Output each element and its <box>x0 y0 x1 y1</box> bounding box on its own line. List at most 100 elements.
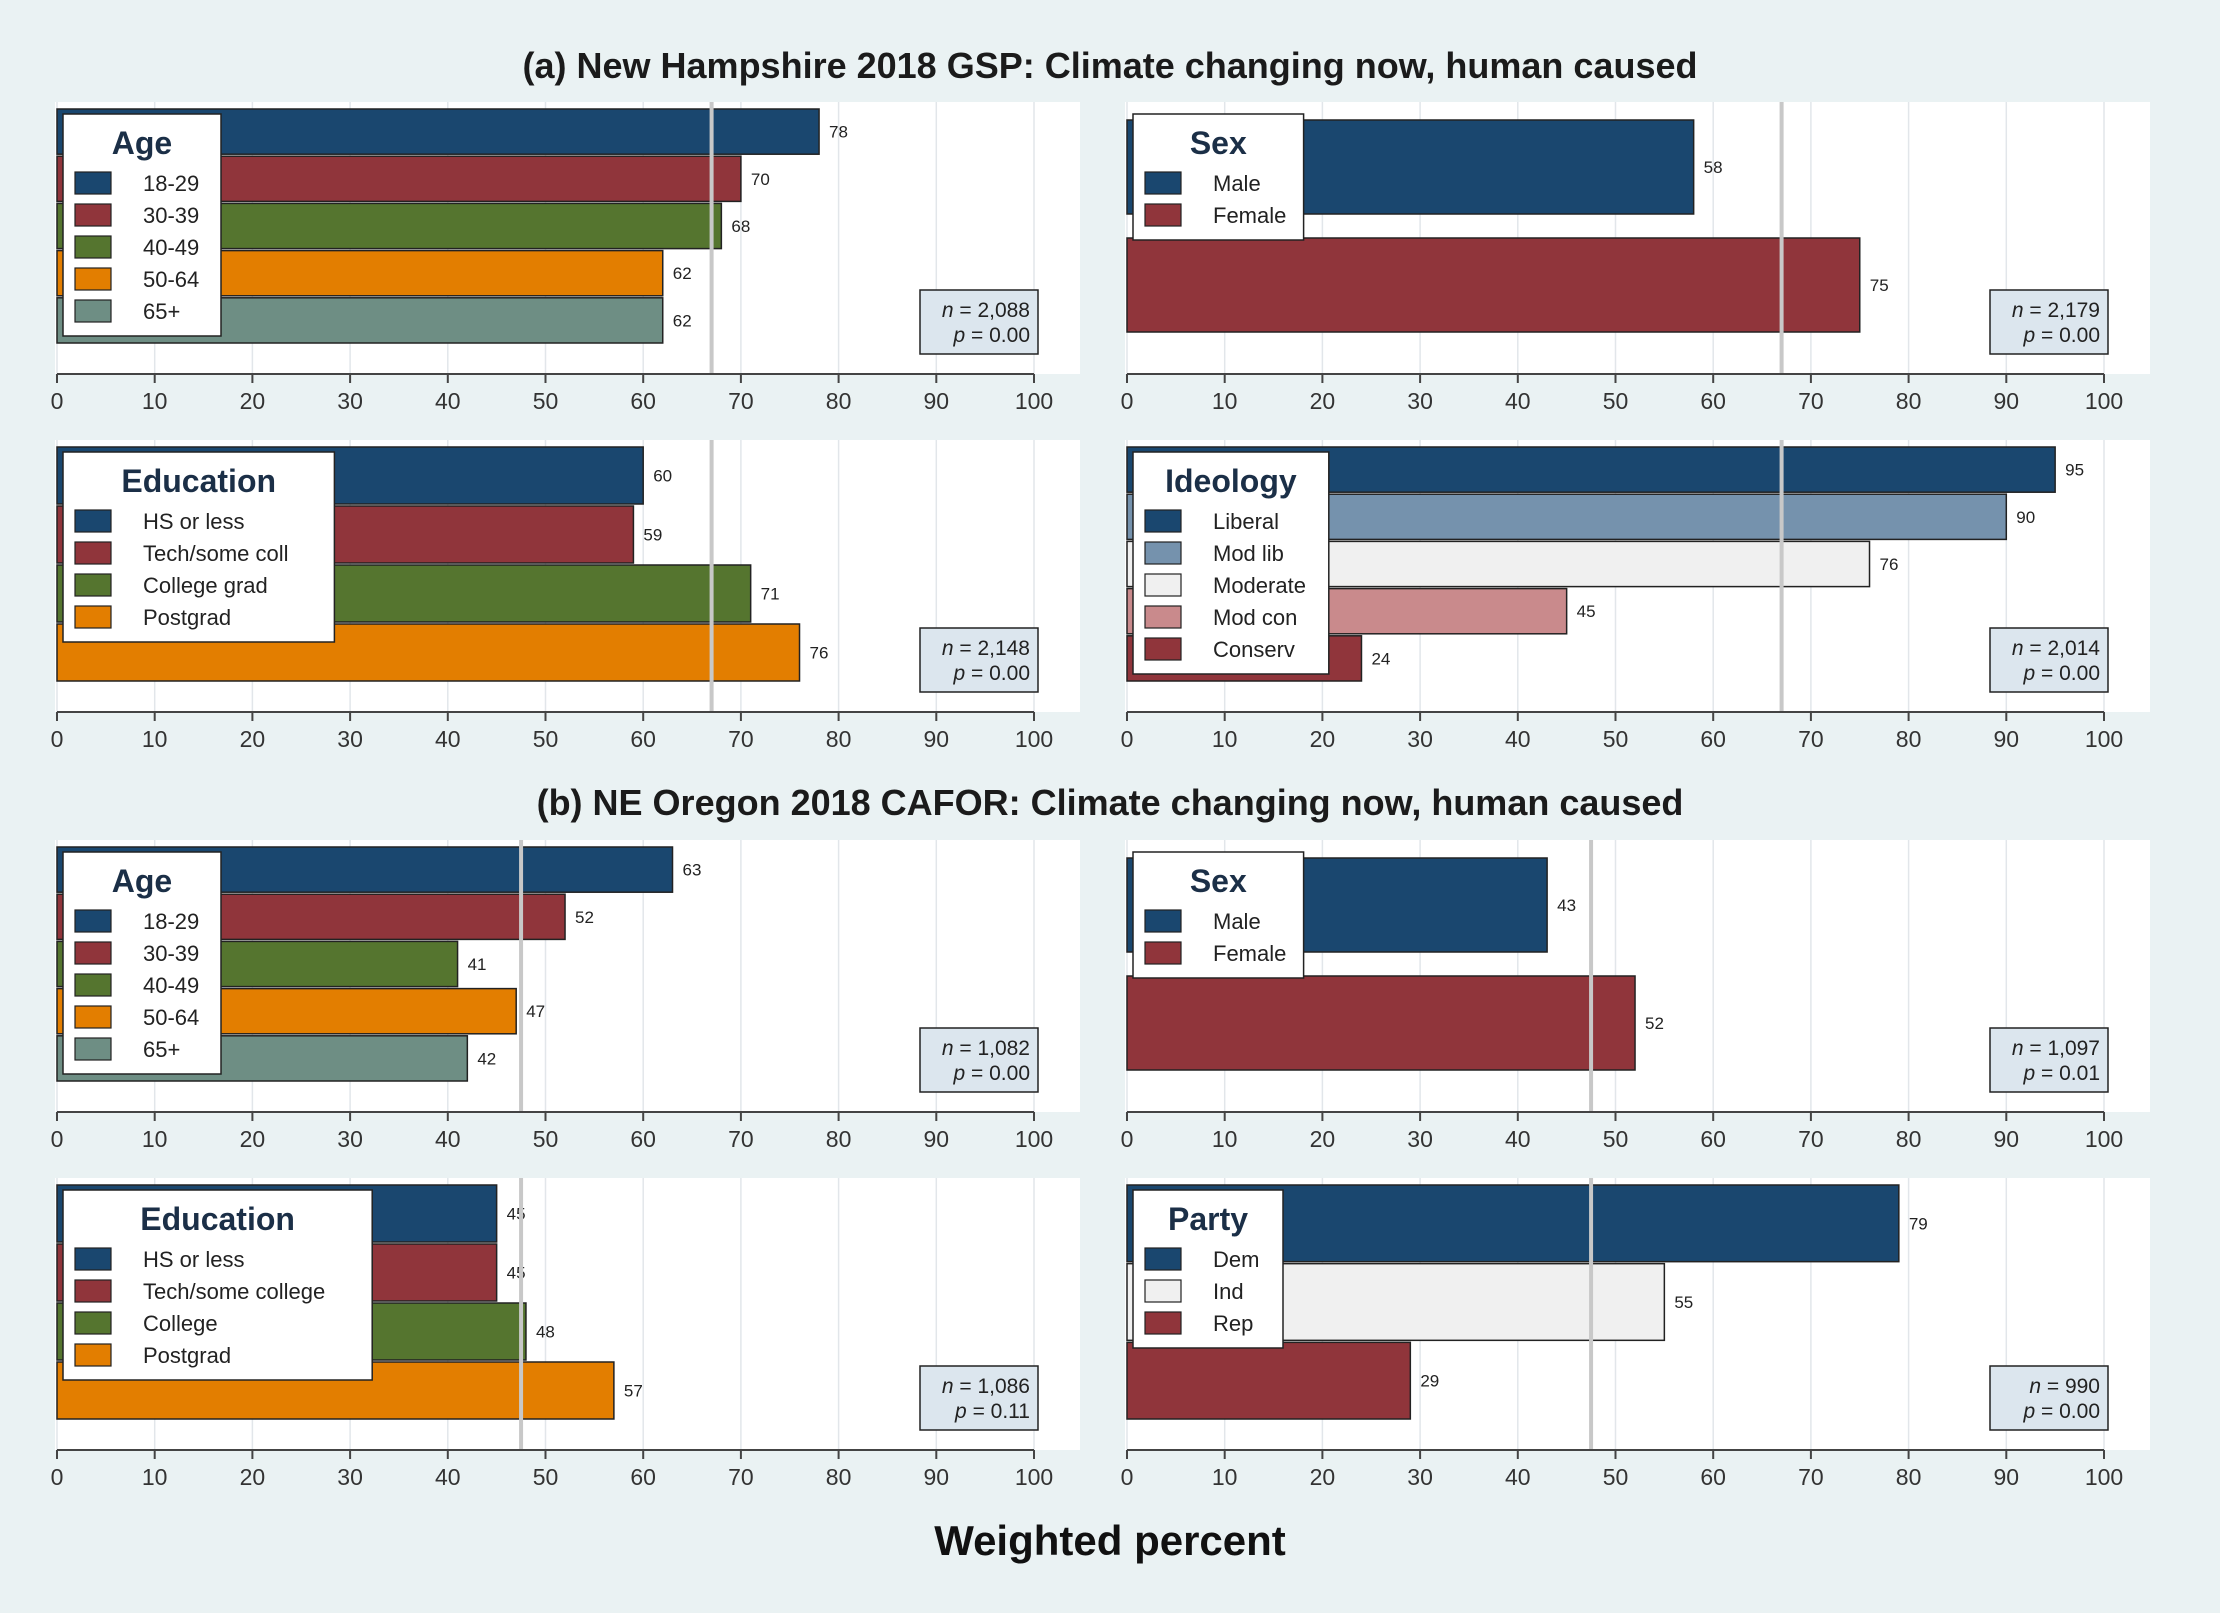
x-tick-label: 70 <box>728 388 754 414</box>
legend-entry: 30-39 <box>143 941 199 966</box>
stat-p: p = 0.11 <box>954 1400 1030 1423</box>
x-tick-label: 40 <box>1505 1464 1531 1490</box>
stat-p-value: 0.00 <box>989 324 1030 347</box>
legend-title: Education <box>121 463 276 499</box>
legend-swatch <box>74 1311 112 1335</box>
stats-box-frame <box>919 627 1039 693</box>
x-tick-label: 30 <box>337 726 363 752</box>
bar-value-label: 75 <box>1870 276 1889 295</box>
x-tick-label: 30 <box>337 388 363 414</box>
stat-n-value: 1,086 <box>977 1375 1030 1398</box>
stats-box-frame <box>1989 289 2109 355</box>
stat-equals: = <box>954 299 978 322</box>
legend-entry: 50-64 <box>143 267 199 292</box>
stat-equals: = <box>965 1062 989 1085</box>
legend-title: Age <box>112 125 172 161</box>
stat-n-value: 2,088 <box>977 299 1030 322</box>
legend-entry: 40-49 <box>143 235 199 260</box>
x-tick-label: 50 <box>1603 388 1629 414</box>
x-tick-label: 20 <box>240 388 266 414</box>
legend-entry: 30-39 <box>143 203 199 228</box>
legend-entry: Dem <box>1213 1247 1259 1272</box>
x-tick-label: 100 <box>1015 1464 1053 1490</box>
stat-equals: = <box>965 324 989 347</box>
legend-swatch <box>1144 1247 1182 1271</box>
x-tick-label: 90 <box>924 388 950 414</box>
legend-swatch <box>74 573 112 597</box>
x-tick-label: 80 <box>1896 388 1922 414</box>
bar <box>1126 237 1861 333</box>
stat-equals: = <box>2035 324 2059 347</box>
x-tick-label: 0 <box>1121 388 1134 414</box>
stat-equals: = <box>2024 637 2048 660</box>
x-tick-label: 40 <box>1505 388 1531 414</box>
x-tick-label: 20 <box>240 726 266 752</box>
stat-n-value: 990 <box>2065 1375 2100 1398</box>
legend-swatch <box>74 941 112 965</box>
x-tick-label: 20 <box>1310 388 1336 414</box>
x-tick-label: 0 <box>1121 1464 1134 1490</box>
x-tick-label: 90 <box>924 1464 950 1490</box>
panel-sex: 58 75 0 10 20 30 40 50 60 70 80 90 100 Sex Male Female n… <box>1121 102 2150 414</box>
stat-n-value: 1,082 <box>977 1037 1030 1060</box>
stats-box-frame <box>919 1027 1039 1093</box>
legend-entry: Liberal <box>1213 509 1279 534</box>
legend-entry: Female <box>1213 941 1286 966</box>
legend-swatch <box>1144 605 1182 629</box>
stats-box-frame <box>1989 1365 2109 1431</box>
x-tick-label: 20 <box>240 1464 266 1490</box>
legend-entry: Postgrad <box>143 605 231 630</box>
x-tick-label: 100 <box>1015 1126 1053 1152</box>
bar-value-label: 79 <box>1909 1214 1928 1233</box>
legend-title: Sex <box>1190 125 1247 161</box>
bar-value-label: 42 <box>477 1049 496 1068</box>
stat-p: p = 0.00 <box>2023 1400 2101 1423</box>
stat-p: p = 0.00 <box>953 1062 1031 1085</box>
legend: Sex Male Female <box>1132 113 1305 241</box>
legend-swatch <box>74 509 112 533</box>
panel-age: 78 70 68 62 62 0 10 20 30 40 50 60 70 80 90 100 Age 18-29… <box>51 102 1080 414</box>
panel-ideology: 95 90 76 45 24 0 10 20 30 40 50 60 70 80 90 100 Ideology… <box>1121 440 2150 752</box>
bar-value-label: 43 <box>1557 896 1576 915</box>
x-tick-label: 80 <box>1896 1464 1922 1490</box>
stat-p-symbol: p <box>2023 324 2036 347</box>
stat-p-value: 0.00 <box>2059 1400 2100 1423</box>
legend-entry: Rep <box>1213 1311 1253 1336</box>
stat-n: n = 2,148 <box>942 637 1030 660</box>
legend-entry: 65+ <box>143 1037 180 1062</box>
x-tick-label: 20 <box>240 1126 266 1152</box>
legend-entry: Conserv <box>1213 637 1295 662</box>
x-tick-label: 40 <box>435 1126 461 1152</box>
legend-entry: HS or less <box>143 509 244 534</box>
x-tick-label: 70 <box>1798 388 1824 414</box>
stat-n: n = 1,097 <box>2012 1037 2100 1060</box>
stat-n-symbol: n <box>942 1037 954 1060</box>
bar-value-label: 24 <box>1371 649 1390 668</box>
x-tick-label: 60 <box>1700 1464 1726 1490</box>
bar-value-label: 52 <box>1645 1014 1664 1033</box>
stats-box-frame <box>1989 1027 2109 1093</box>
bar-value-label: 90 <box>2016 508 2035 527</box>
legend-entry: Postgrad <box>143 1343 231 1368</box>
x-tick-label: 50 <box>1603 1464 1629 1490</box>
x-tick-label: 70 <box>728 1464 754 1490</box>
legend-title: Education <box>140 1201 295 1237</box>
x-tick-label: 60 <box>1700 388 1726 414</box>
legend: Ideology Liberal Mod lib Moderate Mod con Con… <box>1132 451 1330 675</box>
stat-n-symbol: n <box>2012 637 2024 660</box>
bar-value-label: 47 <box>526 1002 545 1021</box>
x-tick-label: 70 <box>1798 726 1824 752</box>
legend-entry: Male <box>1213 909 1261 934</box>
stat-p-symbol: p <box>2023 1400 2036 1423</box>
x-tick-label: 10 <box>142 388 168 414</box>
legend: Age 18-29 30-39 40-49 50-64 65+ <box>62 851 222 1075</box>
x-tick-label: 10 <box>142 1464 168 1490</box>
x-tick-label: 30 <box>1407 1126 1433 1152</box>
bar-value-label: 57 <box>624 1382 643 1401</box>
legend-entry: 18-29 <box>143 171 199 196</box>
bar-value-label: 70 <box>751 170 770 189</box>
bar-value-label: 71 <box>761 585 780 604</box>
x-tick-label: 80 <box>826 726 852 752</box>
stat-p-value: 0.00 <box>989 662 1030 685</box>
x-tick-label: 30 <box>1407 388 1433 414</box>
